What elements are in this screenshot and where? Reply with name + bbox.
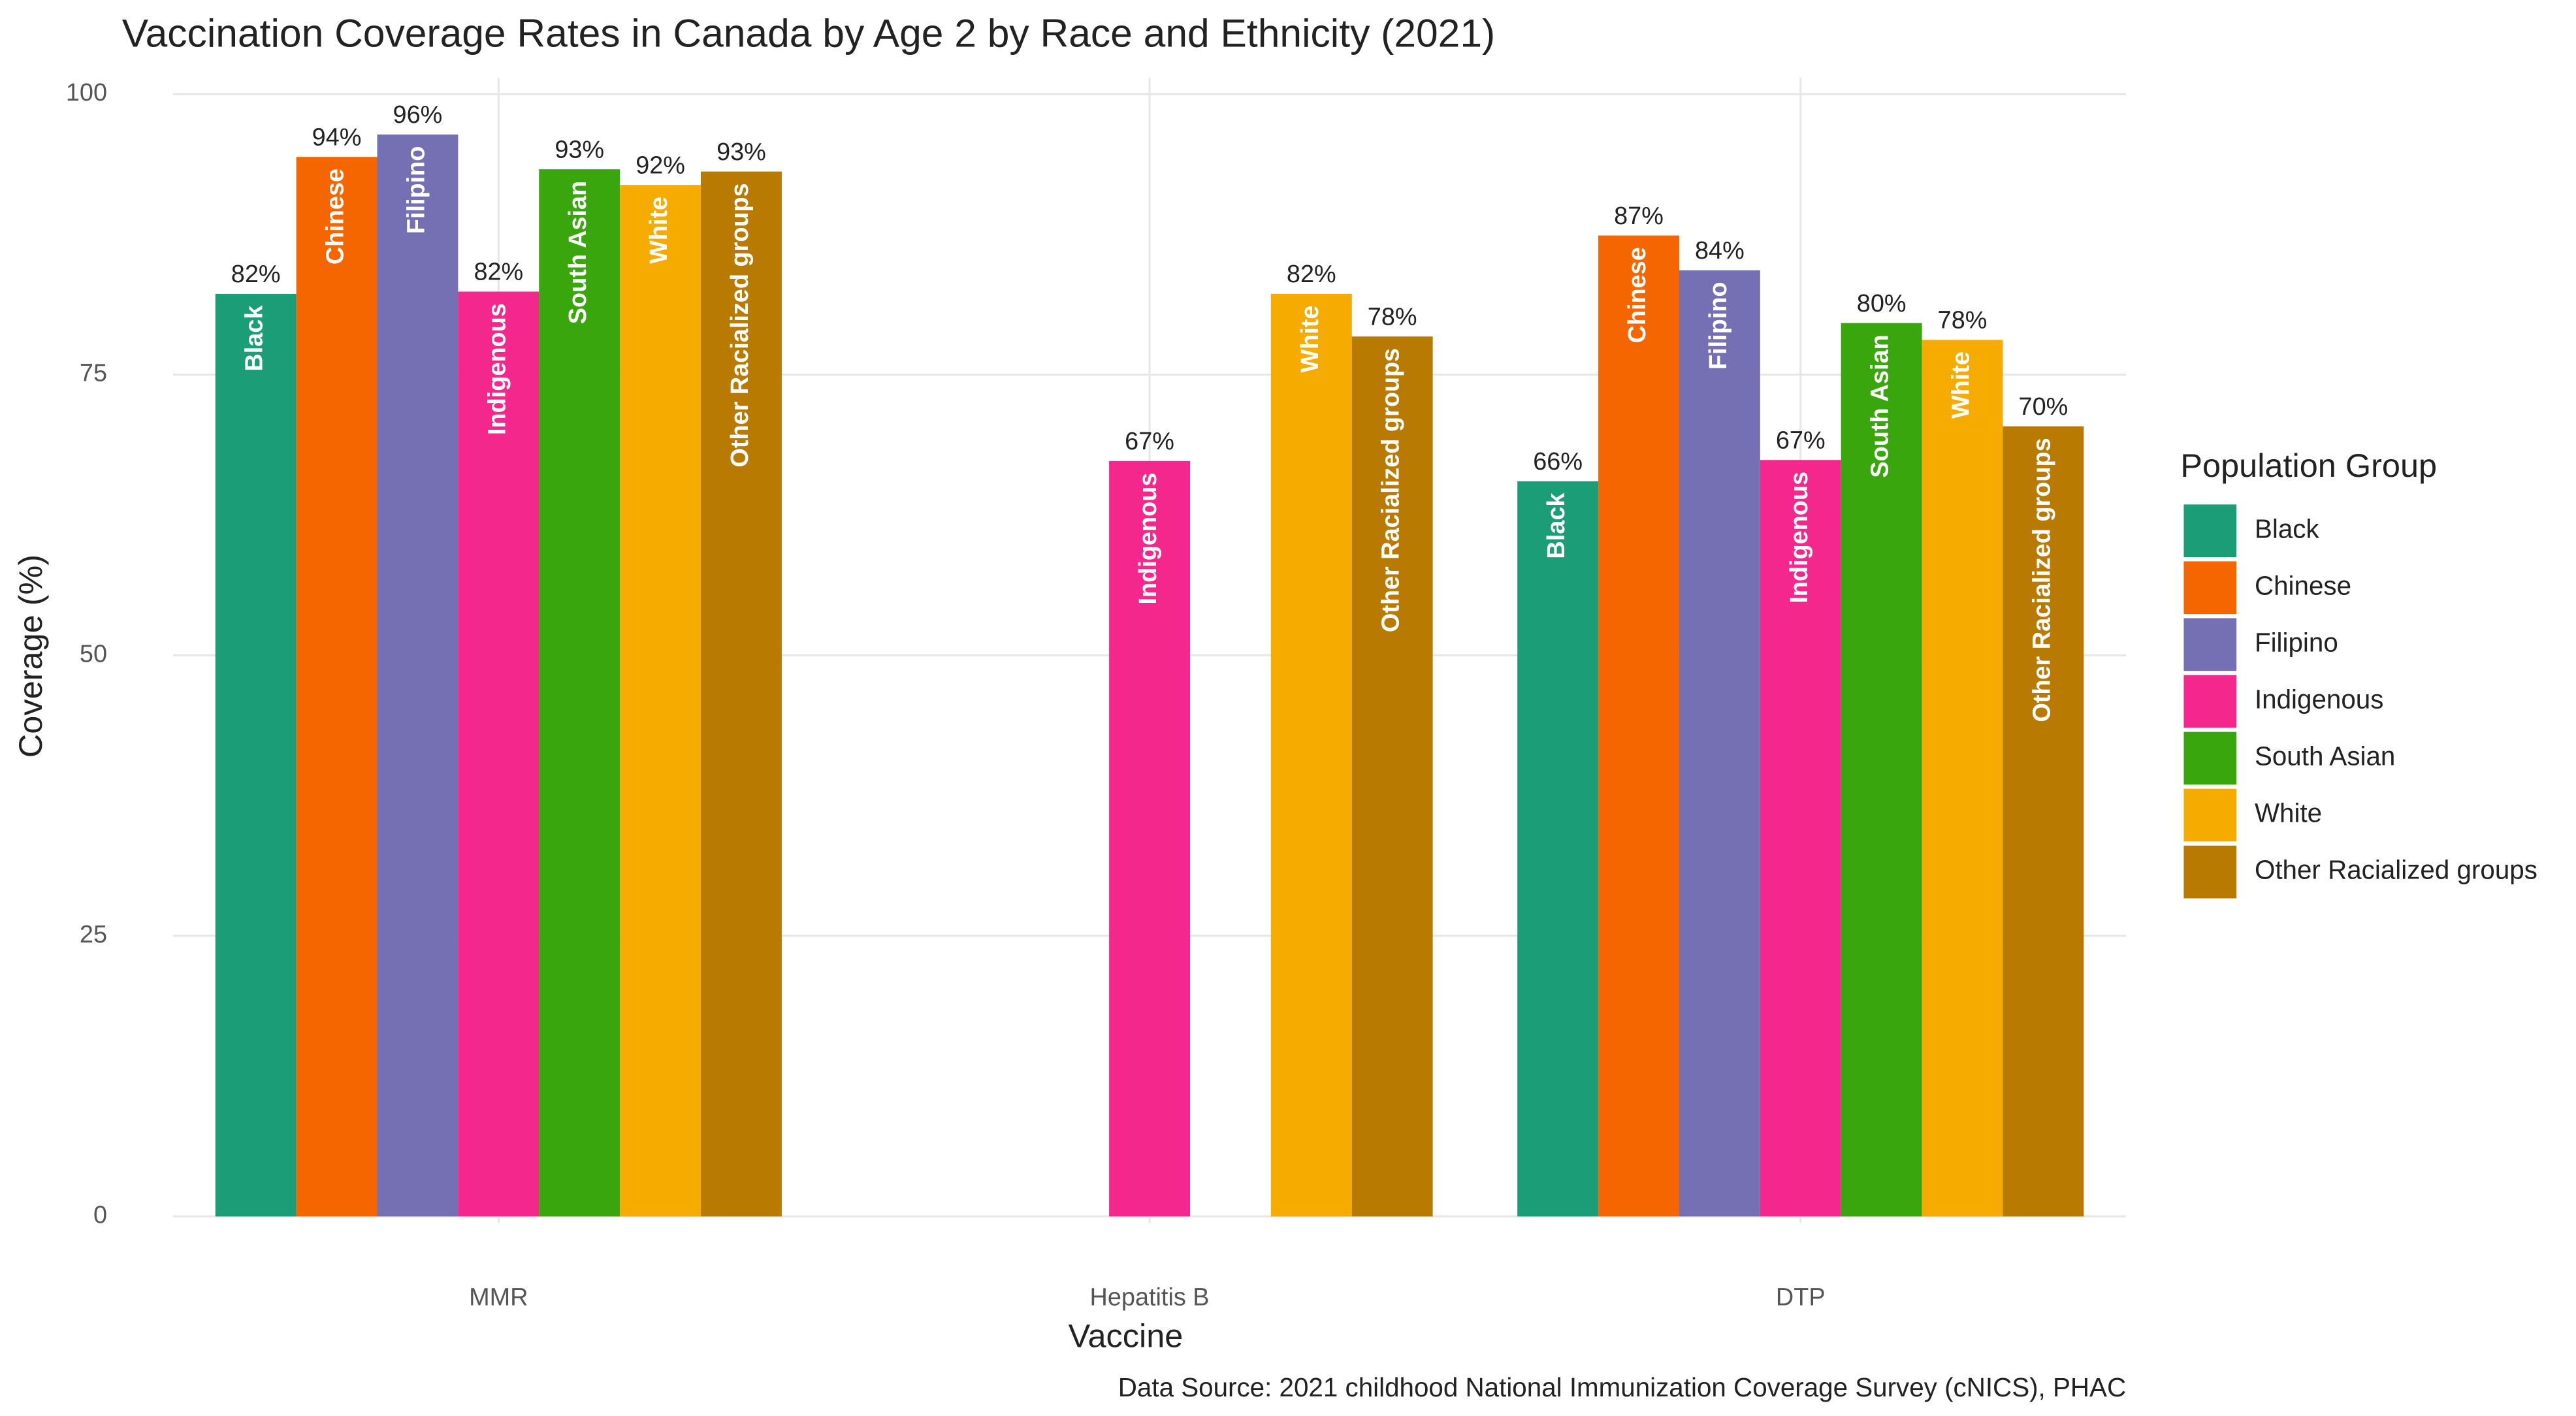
value-label: 66%: [1533, 448, 1583, 475]
y-tick-label: 100: [66, 79, 107, 106]
legend-swatch: [2183, 561, 2237, 615]
bar: [377, 134, 459, 1217]
x-tick-label: DTP: [1776, 1284, 1826, 1311]
bar: [1922, 340, 2003, 1217]
legend-label: Indigenous: [2255, 684, 2383, 715]
value-label: 82%: [474, 259, 523, 286]
bar: [620, 185, 701, 1217]
y-tick-label: 50: [80, 640, 107, 668]
bar-series-label: Black: [1543, 492, 1570, 559]
bar-series-label: Chinese: [1624, 247, 1651, 343]
legend-swatch: [2183, 504, 2237, 558]
y-tick-label: 0: [93, 1201, 107, 1229]
legend-swatch: [2183, 618, 2237, 671]
value-label: 84%: [1695, 237, 1745, 265]
value-label: 92%: [636, 152, 685, 179]
bar: [539, 169, 620, 1217]
bar-series-label: White: [645, 197, 673, 264]
value-label: 80%: [1857, 290, 1907, 317]
legend-swatch: [2183, 788, 2237, 842]
value-label: 82%: [231, 261, 281, 288]
value-label: 96%: [393, 101, 443, 129]
value-label: 70%: [2019, 393, 2069, 421]
bar-series-label: Indigenous: [483, 303, 511, 435]
value-label: 78%: [1938, 307, 1988, 334]
legend-label: White: [2255, 798, 2322, 828]
legend-label: South Asian: [2255, 741, 2395, 771]
bar-series-label: Chinese: [322, 169, 349, 265]
bar-series-label: Other Racialized groups: [1377, 348, 1405, 632]
value-label: 93%: [555, 136, 604, 163]
legend-title: Population Group: [2180, 447, 2437, 484]
legend-label: Chinese: [2255, 570, 2351, 600]
bar: [458, 291, 539, 1217]
bar: [1270, 293, 1352, 1217]
value-label: 93%: [716, 138, 766, 166]
value-label: 67%: [1125, 428, 1174, 455]
legend-label: Black: [2255, 513, 2320, 543]
bar-series-label: Other Racialized groups: [726, 183, 754, 467]
bar: [2003, 426, 2084, 1217]
bar: [1841, 323, 1922, 1217]
y-tick-label: 75: [80, 360, 107, 387]
bar-series-label: Indigenous: [1786, 472, 1813, 603]
bar: [1760, 460, 1841, 1217]
x-axis-title: Vaccine: [1069, 1317, 1183, 1355]
value-label: 87%: [1614, 202, 1664, 230]
bar: [296, 157, 378, 1217]
legend-swatch: [2183, 845, 2237, 899]
legend-swatch: [2183, 732, 2237, 785]
x-tick-label: Hepatitis B: [1090, 1284, 1210, 1311]
value-label: 82%: [1287, 261, 1336, 288]
bar-series-label: Black: [241, 305, 268, 372]
bar: [1598, 235, 1679, 1217]
bar: [1351, 336, 1433, 1217]
bar-series-label: Filipino: [1705, 282, 1732, 370]
y-axis-title: Coverage (%): [12, 555, 49, 758]
value-label: 78%: [1368, 303, 1417, 330]
bar: [1517, 481, 1599, 1217]
value-label: 67%: [1776, 426, 1826, 454]
legend-label: Other Racialized groups: [2255, 855, 2537, 885]
bar-series-label: South Asian: [564, 181, 592, 324]
legend-swatch: [2183, 675, 2237, 728]
chart-title: Vaccination Coverage Rates in Canada by …: [122, 11, 1495, 56]
legend-label: Filipino: [2255, 628, 2338, 658]
bar: [215, 293, 297, 1217]
bar-series-label: South Asian: [1867, 334, 1894, 477]
bar-series-label: Filipino: [402, 146, 430, 234]
bar: [1679, 270, 1760, 1217]
bar-series-label: White: [1296, 306, 1324, 373]
bar-series-label: White: [1948, 351, 1975, 419]
bar-series-label: Indigenous: [1135, 473, 1162, 605]
bar: [701, 171, 782, 1217]
value-label: 94%: [312, 124, 362, 152]
x-tick-label: MMR: [469, 1284, 528, 1311]
bar: [1109, 460, 1190, 1217]
y-tick-label: 25: [80, 921, 107, 948]
caption: Data Source: 2021 childhood National Imm…: [1118, 1372, 2126, 1402]
bar-series-label: Other Racialized groups: [2028, 438, 2055, 722]
